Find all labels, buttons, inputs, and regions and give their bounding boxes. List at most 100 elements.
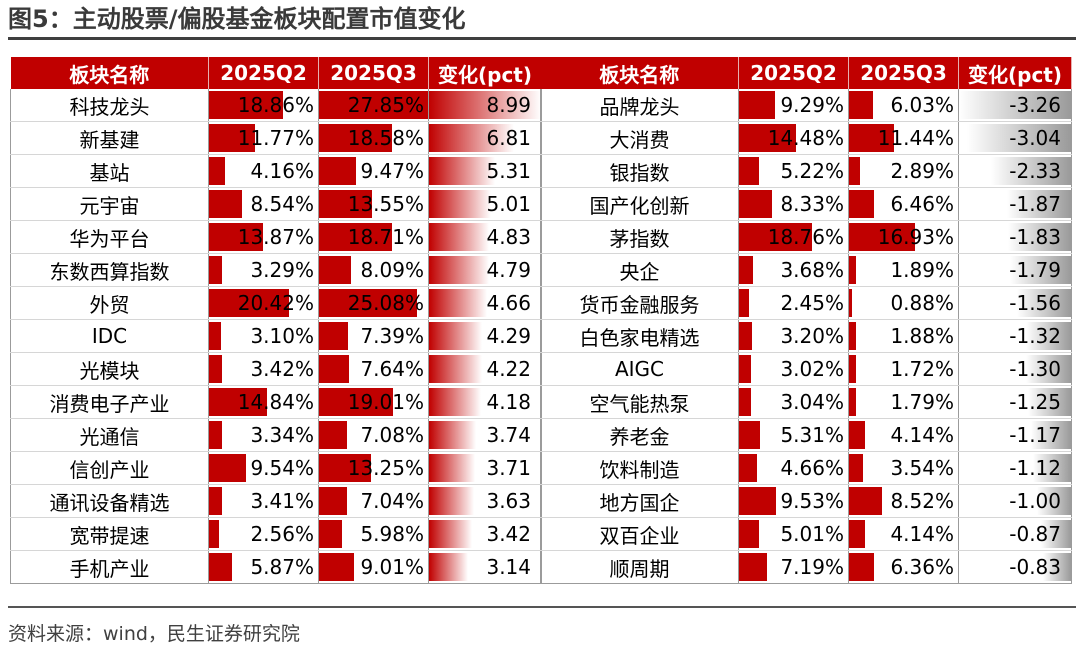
change-value: 4.18 bbox=[486, 390, 531, 414]
q2-cell: 3.29% bbox=[208, 253, 319, 287]
q2-value-bar bbox=[739, 124, 796, 152]
table-row: 空气能热泵 3.04% 1.79% -1.25 bbox=[540, 385, 1072, 419]
table-row: 通讯设备精选 3.41% 7.04% 3.63 bbox=[10, 484, 542, 518]
q2-value-bar bbox=[739, 289, 749, 317]
table-row: 元宇宙 8.54% 13.55% 5.01 bbox=[10, 187, 542, 221]
q2-cell: 2.56% bbox=[208, 517, 319, 551]
sector-name: 国产化创新 bbox=[540, 187, 739, 221]
q2-value-bar bbox=[739, 223, 813, 251]
sector-name: IDC bbox=[10, 319, 209, 353]
q2-value: 3.02% bbox=[780, 357, 844, 381]
change-gradient-bar bbox=[1042, 553, 1071, 581]
change-cell: 8.99 bbox=[428, 89, 542, 122]
change-value: 4.22 bbox=[486, 357, 531, 381]
change-gradient-bar bbox=[1025, 322, 1071, 350]
q3-cell: 6.46% bbox=[848, 187, 959, 221]
q2-cell: 5.22% bbox=[738, 154, 849, 188]
change-value: -3.26 bbox=[1009, 93, 1061, 117]
q3-value: 1.89% bbox=[890, 258, 954, 282]
change-gradient-bar bbox=[1041, 520, 1071, 548]
q3-cell: 2.89% bbox=[848, 154, 959, 188]
q2-cell: 5.01% bbox=[738, 517, 849, 551]
sector-name: 光通信 bbox=[10, 418, 209, 452]
change-gradient-bar bbox=[990, 157, 1071, 185]
change-cell: 5.31 bbox=[428, 154, 542, 188]
q2-value-bar bbox=[739, 487, 777, 515]
bottom-rule bbox=[8, 606, 1076, 608]
sector-name-text: 货币金融服务 bbox=[579, 292, 700, 317]
change-cell: -3.26 bbox=[958, 89, 1072, 122]
change-cell: -3.04 bbox=[958, 121, 1072, 155]
q3-cell: 1.72% bbox=[848, 352, 959, 386]
change-value: -1.32 bbox=[1009, 324, 1061, 348]
q3-value: 9.47% bbox=[360, 159, 424, 183]
q3-cell: 13.55% bbox=[318, 187, 429, 221]
sector-name: 空气能热泵 bbox=[540, 385, 739, 419]
q3-cell: 7.39% bbox=[318, 319, 429, 353]
change-cell: -1.87 bbox=[958, 187, 1072, 221]
sector-name: 宽带提速 bbox=[10, 517, 209, 551]
header-change: 变化(pct) bbox=[958, 57, 1072, 89]
q3-value: 6.03% bbox=[890, 93, 954, 117]
change-gradient-bar bbox=[429, 520, 472, 548]
sector-name: 茅指数 bbox=[540, 220, 739, 254]
change-gradient-bar bbox=[1030, 421, 1071, 449]
q2-value-bar bbox=[739, 454, 758, 482]
q2-value: 7.19% bbox=[780, 555, 844, 579]
sector-name-text: 饮料制造 bbox=[599, 457, 680, 482]
change-cell: 4.79 bbox=[428, 253, 542, 287]
sector-name: 手机产业 bbox=[10, 550, 209, 584]
sector-name-text: 外贸 bbox=[89, 292, 130, 317]
change-gradient-bar bbox=[429, 322, 483, 350]
change-value: -3.04 bbox=[1009, 126, 1061, 150]
q2-value: 3.10% bbox=[250, 324, 314, 348]
q3-value: 1.88% bbox=[890, 324, 954, 348]
q2-value: 4.16% bbox=[250, 159, 314, 183]
change-cell: -1.83 bbox=[958, 220, 1072, 254]
q3-value-bar bbox=[319, 91, 428, 119]
q3-cell: 5.98% bbox=[318, 517, 429, 551]
table-row: 央企 3.68% 1.89% -1.79 bbox=[540, 253, 1072, 287]
q2-cell: 3.02% bbox=[738, 352, 849, 386]
q2-cell: 5.87% bbox=[208, 550, 319, 584]
change-gradient-bar bbox=[429, 124, 514, 152]
change-value: -1.56 bbox=[1009, 291, 1061, 315]
sector-name: 顺周期 bbox=[540, 550, 739, 584]
q2-value-bar bbox=[209, 223, 264, 251]
sector-name-text: 东数西算指数 bbox=[49, 259, 170, 284]
sector-name: 品牌龙头 bbox=[540, 89, 739, 122]
q3-value: 7.39% bbox=[360, 324, 424, 348]
q3-value-bar bbox=[319, 355, 349, 383]
q2-cell: 9.54% bbox=[208, 451, 319, 485]
change-value: 4.29 bbox=[486, 324, 531, 348]
change-gradient-bar bbox=[429, 388, 482, 416]
q2-value-bar bbox=[209, 190, 243, 218]
sector-name: 通讯设备精选 bbox=[10, 484, 209, 518]
sector-name-text: 华为平台 bbox=[69, 226, 150, 251]
q2-value: 4.66% bbox=[780, 456, 844, 480]
q3-value: 7.04% bbox=[360, 489, 424, 513]
change-gradient-bar bbox=[1032, 454, 1071, 482]
q3-value-bar bbox=[849, 355, 856, 383]
q2-cell: 9.29% bbox=[738, 89, 849, 122]
table-row: 顺周期 7.19% 6.36% -0.83 bbox=[540, 550, 1072, 584]
change-cell: -1.00 bbox=[958, 484, 1072, 518]
change-gradient-bar bbox=[1036, 487, 1071, 515]
change-cell: 4.18 bbox=[428, 385, 542, 419]
change-cell: 4.66 bbox=[428, 286, 542, 320]
sector-name: 白色家电精选 bbox=[540, 319, 739, 353]
q2-value-bar bbox=[739, 520, 759, 548]
change-gradient-bar bbox=[429, 553, 469, 581]
q3-cell: 9.01% bbox=[318, 550, 429, 584]
sector-name-text: 白色家电精选 bbox=[579, 325, 700, 350]
change-cell: 6.81 bbox=[428, 121, 542, 155]
sector-name-text: 元宇宙 bbox=[79, 193, 140, 218]
table-row: 地方国企 9.53% 8.52% -1.00 bbox=[540, 484, 1072, 518]
q3-value: 25.08% bbox=[347, 291, 424, 315]
q2-cell: 20.42% bbox=[208, 286, 319, 320]
sector-name-text: 央企 bbox=[619, 259, 660, 284]
table-row: IDC 3.10% 7.39% 4.29 bbox=[10, 319, 542, 353]
change-cell: 4.22 bbox=[428, 352, 542, 386]
q3-value: 7.08% bbox=[360, 423, 424, 447]
q2-cell: 9.53% bbox=[738, 484, 849, 518]
